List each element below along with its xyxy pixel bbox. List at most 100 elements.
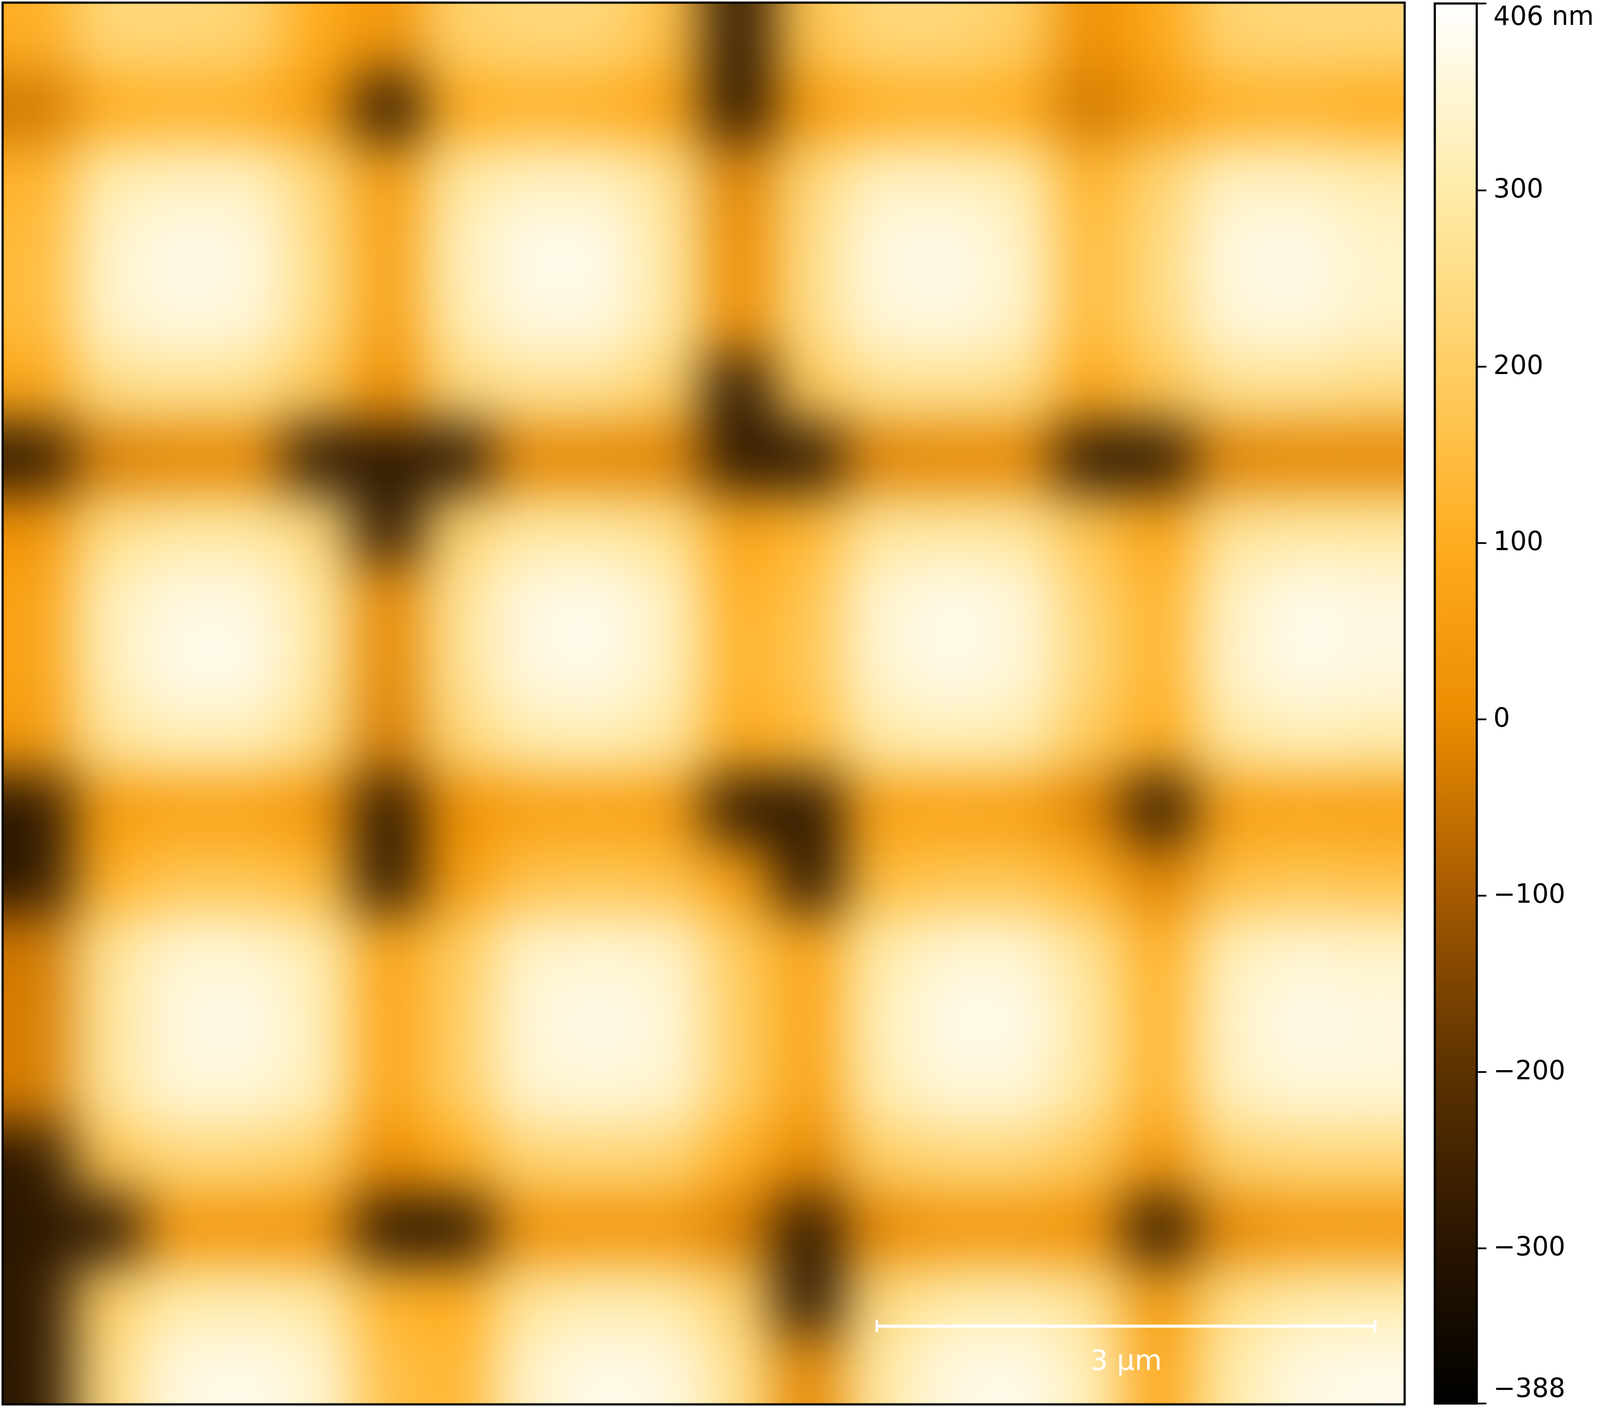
cell <box>843 563 914 634</box>
cell <box>72 212 143 284</box>
cell <box>703 1264 774 1335</box>
cell <box>1124 563 1195 634</box>
cell <box>423 1054 494 1125</box>
cell <box>773 2 844 73</box>
cell <box>563 633 634 704</box>
cell <box>72 983 143 1055</box>
cell <box>282 353 354 424</box>
cell <box>563 703 634 774</box>
cell <box>843 1193 914 1265</box>
cell <box>72 1334 143 1405</box>
cell <box>773 492 844 564</box>
cell <box>2 2 73 73</box>
cell <box>633 703 704 774</box>
cell <box>353 633 424 704</box>
cell <box>983 563 1055 634</box>
cell <box>983 1193 1055 1265</box>
cell <box>72 492 143 564</box>
cell <box>2 703 73 774</box>
cell <box>1124 282 1195 354</box>
cell <box>212 212 284 284</box>
cell <box>492 1264 564 1335</box>
colorbar-tick-label: −200 <box>1493 1055 1566 1086</box>
cell <box>1193 1054 1265 1125</box>
cell <box>633 1054 704 1125</box>
cell <box>282 72 354 143</box>
cell <box>563 1124 634 1195</box>
cell <box>843 492 914 564</box>
cell <box>142 212 213 284</box>
cell <box>633 353 704 424</box>
cell <box>983 773 1055 844</box>
cell <box>1124 423 1195 494</box>
cell <box>913 353 985 424</box>
cell <box>353 703 424 774</box>
cell <box>142 913 213 985</box>
cell <box>563 913 634 985</box>
cell <box>913 563 985 634</box>
cell <box>72 773 143 844</box>
cell <box>563 1193 634 1265</box>
colorbar-tick <box>1476 1402 1487 1405</box>
cell <box>492 1334 564 1405</box>
cell <box>2 843 73 914</box>
cell <box>1193 353 1265 424</box>
cell <box>703 212 774 284</box>
cell <box>1193 703 1265 774</box>
cell <box>2 1334 73 1405</box>
colorbar-gradient <box>1434 3 1477 1404</box>
cell <box>353 843 424 914</box>
colorbar-tick-label: 200 <box>1493 349 1544 381</box>
cell <box>1264 1054 1335 1125</box>
cell <box>1264 1334 1335 1405</box>
colorbar-tick-label: −100 <box>1493 878 1566 910</box>
cell <box>1124 72 1195 143</box>
cell <box>913 1054 985 1125</box>
colorbar-tick <box>1476 1247 1487 1250</box>
cell <box>353 983 424 1055</box>
cell <box>492 492 564 564</box>
cell <box>282 212 354 284</box>
cell <box>773 633 844 704</box>
cell <box>282 843 354 914</box>
colorbar-tick-label: 0 <box>1493 702 1510 733</box>
cell <box>773 1124 844 1195</box>
cell <box>282 563 354 634</box>
cell <box>72 353 143 424</box>
cell <box>142 2 213 73</box>
cell <box>353 72 424 143</box>
cell <box>633 773 704 844</box>
cell <box>983 2 1055 73</box>
cell <box>913 212 985 284</box>
cell <box>703 282 774 354</box>
cell <box>142 1124 213 1195</box>
cell <box>212 1264 284 1335</box>
colorbar-tick-label: −388 <box>1493 1372 1566 1404</box>
cell <box>1054 1264 1125 1335</box>
cell <box>492 703 564 774</box>
cell <box>212 773 284 844</box>
cell <box>843 773 914 844</box>
cell <box>843 1054 914 1125</box>
cell <box>423 703 494 774</box>
cell <box>142 563 213 634</box>
cell <box>1264 1193 1335 1265</box>
cell <box>703 2 774 73</box>
cell <box>843 2 914 73</box>
cell <box>423 1193 494 1265</box>
cell <box>1124 212 1195 284</box>
cell <box>353 1054 424 1125</box>
cell <box>773 72 844 143</box>
cell <box>282 703 354 774</box>
plot-background <box>2 2 1405 1405</box>
cell <box>913 703 985 774</box>
cell <box>72 1054 143 1125</box>
cell <box>563 72 634 143</box>
cell <box>703 773 774 844</box>
cell <box>423 492 494 564</box>
height-map <box>2 2 1405 1405</box>
cell <box>1264 563 1335 634</box>
cells <box>2 2 1405 1405</box>
cell <box>423 1334 494 1405</box>
cell <box>282 1264 354 1335</box>
